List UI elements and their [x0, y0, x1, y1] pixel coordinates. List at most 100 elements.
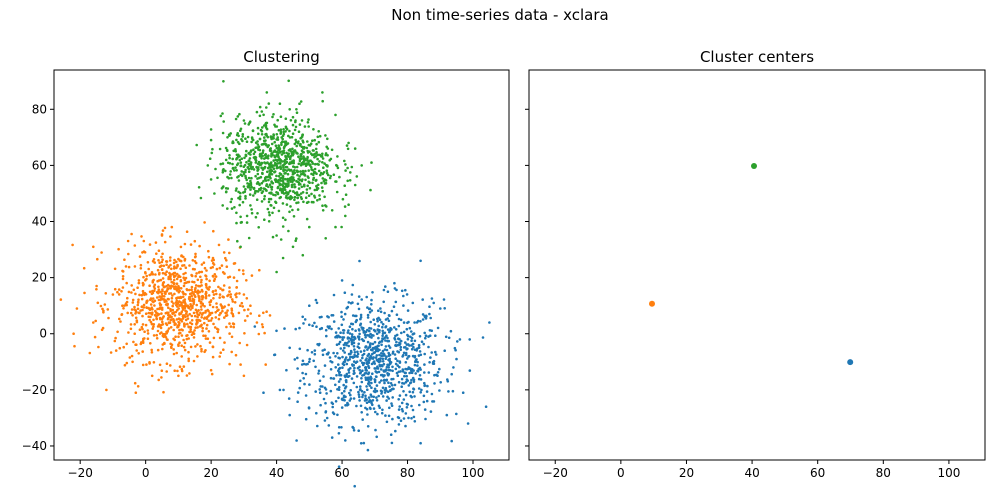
series-1-point	[213, 326, 217, 329]
series-0-point	[337, 334, 340, 338]
series-1-point	[227, 303, 230, 307]
series-0-point	[380, 411, 384, 415]
series-1-point	[175, 282, 179, 286]
series-2-point	[236, 239, 239, 243]
series-1-point	[167, 306, 170, 310]
series-0-point	[339, 347, 343, 350]
series-1-point	[133, 305, 136, 309]
series-0-point	[411, 301, 415, 305]
series-0-point	[364, 330, 368, 334]
series-1-point	[146, 329, 150, 332]
series-0-point	[383, 348, 387, 351]
series-2-point	[235, 169, 238, 172]
series-0-point	[328, 356, 332, 359]
series-2-point	[235, 211, 238, 215]
series-1-point	[192, 311, 196, 315]
series-0-point	[390, 402, 393, 405]
series-0-point	[300, 363, 304, 366]
series-0-point	[378, 364, 382, 368]
series-1-point	[118, 346, 122, 350]
series-0-point	[376, 319, 379, 323]
series-0-point	[298, 326, 301, 330]
series-0-point	[329, 368, 333, 371]
series-0-point	[336, 352, 339, 355]
series-1-point	[166, 287, 170, 290]
series-2-point	[261, 149, 265, 152]
series-2-point	[239, 245, 242, 249]
series-0-point	[404, 371, 408, 375]
series-0-point	[356, 335, 360, 338]
series-1-point	[197, 294, 200, 298]
series-0-point	[336, 413, 339, 417]
series-2-point	[271, 115, 274, 119]
series-1-point	[157, 259, 160, 262]
series-2-point	[348, 179, 352, 182]
series-1-point	[185, 374, 189, 377]
series-1-point	[159, 265, 163, 268]
series-1-point	[193, 314, 197, 318]
series-0-point	[402, 304, 405, 307]
series-1-point	[71, 243, 74, 247]
series-1-point	[193, 294, 196, 297]
series-2-point	[279, 158, 282, 162]
series-2-point	[287, 184, 290, 187]
series-1-point	[126, 239, 130, 243]
series-0-point	[382, 362, 386, 366]
series-1-point	[178, 365, 182, 369]
series-0-point	[329, 389, 333, 393]
series-0-point	[406, 334, 410, 338]
series-1-point	[172, 302, 175, 305]
series-0-point	[353, 484, 357, 488]
series-1-point	[241, 269, 245, 272]
series-1-point	[175, 289, 179, 292]
series-0-point	[395, 313, 399, 317]
series-2-point	[276, 158, 280, 162]
series-0-point	[430, 297, 434, 300]
series-0-point	[393, 281, 396, 285]
series-1-point	[185, 310, 188, 314]
series-0-point	[350, 377, 354, 380]
series-1-point	[177, 274, 181, 278]
series-1-point	[153, 289, 156, 293]
series-0-point	[353, 351, 357, 354]
series-0-point	[376, 412, 379, 416]
series-0-point	[368, 329, 371, 333]
series-2-point	[258, 176, 261, 180]
series-0-point	[283, 327, 286, 330]
series-1-point	[160, 234, 164, 237]
series-2-point	[256, 190, 260, 193]
series-0-point	[387, 339, 391, 343]
series-2-point	[281, 164, 285, 167]
series-2-point	[255, 182, 259, 185]
series-2-point	[305, 188, 309, 191]
series-2-point	[305, 146, 309, 150]
series-1-point	[217, 317, 221, 321]
series-0-point	[282, 388, 285, 392]
x-tick-label: 60	[810, 466, 825, 480]
series-1-point	[188, 288, 191, 292]
series-0-point	[358, 368, 362, 372]
series-0-point	[313, 352, 317, 356]
series-1-point	[133, 244, 137, 247]
series-1-point	[203, 316, 207, 320]
series-0-point	[398, 342, 402, 346]
series-1-point	[126, 311, 129, 315]
series-0-point	[349, 337, 353, 341]
series-1-point	[203, 221, 206, 224]
y-tick-label: 40	[32, 215, 47, 229]
series-0-point	[410, 330, 413, 333]
series-0-point	[375, 399, 379, 402]
series-2-point	[263, 139, 267, 143]
series-2-point	[314, 147, 318, 151]
series-0-point	[377, 336, 380, 340]
series-2-point	[299, 163, 303, 167]
series-1-point	[95, 284, 98, 288]
series-2-point	[299, 100, 303, 103]
series-2-point	[295, 144, 299, 148]
series-1-point	[155, 333, 158, 337]
series-2-point	[239, 173, 243, 176]
series-2-point	[273, 140, 277, 144]
y-tick-label: −20	[22, 383, 47, 397]
series-0-point	[408, 390, 412, 394]
series-1-point	[176, 296, 179, 300]
